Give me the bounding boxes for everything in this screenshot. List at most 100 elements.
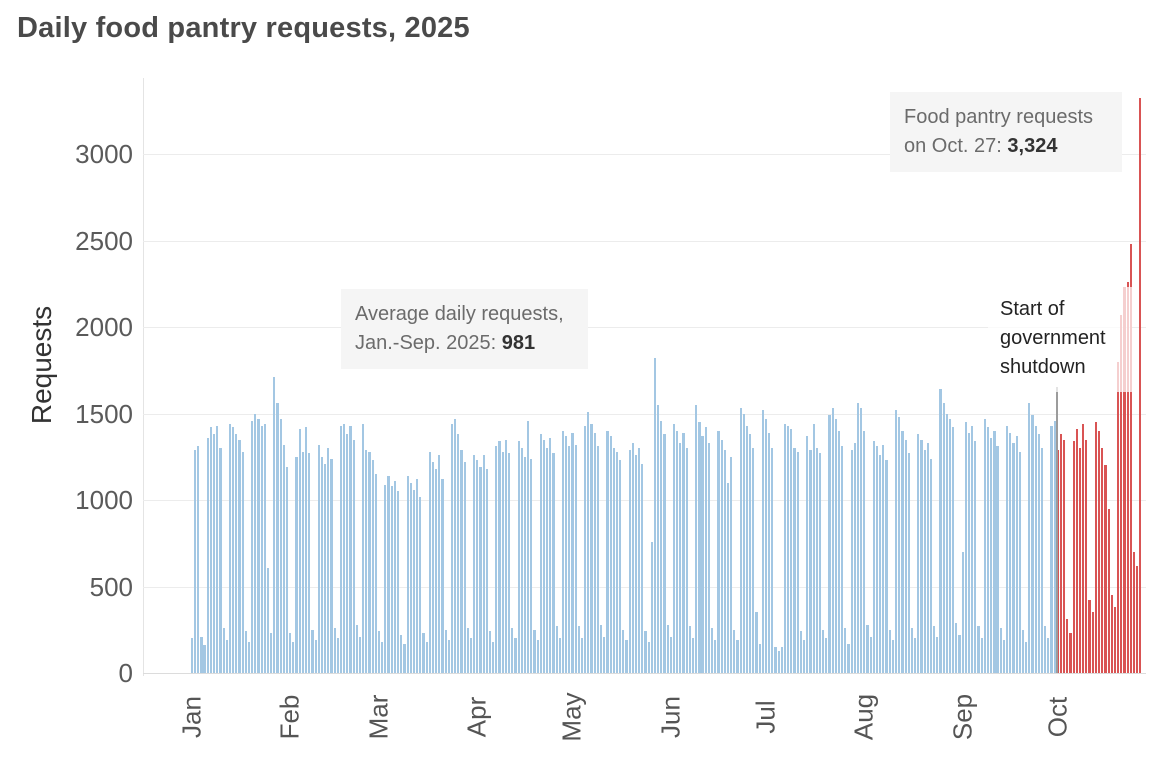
bar[interactable]: [355, 624, 358, 673]
bar[interactable]: [1015, 436, 1018, 673]
bar[interactable]: [815, 448, 818, 673]
bar[interactable]: [964, 422, 967, 673]
bar[interactable]: [745, 425, 749, 673]
bar[interactable]: [298, 429, 301, 673]
bar[interactable]: [853, 442, 856, 673]
bar[interactable]: [190, 638, 193, 673]
bar[interactable]: [523, 456, 527, 673]
bar[interactable]: [653, 358, 657, 673]
bar[interactable]: [1139, 98, 1142, 673]
bar[interactable]: [818, 453, 822, 673]
bar[interactable]: [923, 449, 926, 673]
bar[interactable]: [473, 455, 476, 673]
bar[interactable]: [647, 641, 650, 673]
bar[interactable]: [695, 404, 698, 673]
bar[interactable]: [209, 427, 213, 673]
bar[interactable]: [1091, 612, 1094, 673]
bar[interactable]: [200, 636, 203, 673]
bar[interactable]: [1050, 425, 1053, 673]
bar[interactable]: [251, 420, 254, 673]
bar[interactable]: [406, 475, 409, 673]
bar[interactable]: [676, 430, 679, 673]
bar[interactable]: [768, 432, 771, 673]
bar[interactable]: [891, 640, 894, 673]
bar[interactable]: [787, 425, 790, 673]
bar[interactable]: [476, 460, 479, 673]
bar[interactable]: [933, 626, 936, 673]
bar[interactable]: [365, 449, 368, 673]
bar[interactable]: [952, 427, 955, 673]
bar[interactable]: [266, 567, 270, 673]
bar[interactable]: [752, 448, 755, 673]
bar[interactable]: [1126, 282, 1129, 673]
bar[interactable]: [1132, 551, 1136, 673]
bar[interactable]: [514, 638, 517, 673]
bar[interactable]: [901, 430, 904, 673]
bar[interactable]: [875, 446, 879, 673]
bar[interactable]: [812, 423, 815, 673]
bar[interactable]: [1053, 420, 1056, 673]
bar[interactable]: [828, 415, 831, 673]
bar[interactable]: [301, 451, 304, 673]
bar[interactable]: [869, 636, 872, 673]
bar[interactable]: [216, 425, 219, 673]
bar[interactable]: [1088, 600, 1091, 673]
bar[interactable]: [974, 441, 977, 673]
bar[interactable]: [663, 434, 666, 673]
bar[interactable]: [247, 641, 251, 673]
bar[interactable]: [920, 439, 923, 673]
bar[interactable]: [431, 462, 435, 673]
bar[interactable]: [396, 491, 400, 673]
bar[interactable]: [574, 444, 577, 673]
bar[interactable]: [898, 417, 901, 673]
bar[interactable]: [336, 638, 339, 673]
bar[interactable]: [628, 449, 631, 673]
bar[interactable]: [384, 484, 387, 673]
bar[interactable]: [726, 482, 730, 673]
bar[interactable]: [907, 453, 910, 673]
bar[interactable]: [679, 442, 682, 673]
bar[interactable]: [936, 636, 939, 673]
bar[interactable]: [961, 551, 964, 673]
bar[interactable]: [825, 638, 828, 673]
bar[interactable]: [806, 436, 809, 673]
bar[interactable]: [568, 446, 571, 673]
bar[interactable]: [777, 650, 780, 673]
bar[interactable]: [492, 641, 495, 673]
bar[interactable]: [885, 460, 888, 673]
bar[interactable]: [720, 439, 723, 673]
bar[interactable]: [412, 489, 416, 673]
bar[interactable]: [295, 456, 298, 673]
bar[interactable]: [193, 449, 197, 673]
bar[interactable]: [1012, 442, 1015, 673]
bar[interactable]: [428, 451, 431, 673]
bar[interactable]: [634, 455, 638, 673]
bar[interactable]: [539, 434, 542, 673]
bar[interactable]: [1009, 432, 1012, 673]
bar[interactable]: [1123, 287, 1126, 673]
bar[interactable]: [565, 436, 568, 673]
bar[interactable]: [860, 408, 863, 673]
bar[interactable]: [419, 496, 422, 673]
bar[interactable]: [374, 474, 377, 673]
bar[interactable]: [561, 430, 565, 673]
bar[interactable]: [1059, 434, 1063, 673]
bar[interactable]: [479, 467, 482, 673]
bar[interactable]: [942, 403, 945, 673]
bar[interactable]: [400, 634, 403, 673]
bar[interactable]: [460, 449, 463, 673]
bar[interactable]: [939, 389, 942, 673]
bar[interactable]: [330, 458, 333, 673]
bar[interactable]: [657, 404, 660, 673]
bar[interactable]: [393, 481, 396, 673]
bar[interactable]: [1078, 448, 1082, 673]
bar[interactable]: [809, 449, 812, 673]
bar[interactable]: [742, 413, 745, 673]
bar[interactable]: [856, 403, 860, 673]
bar[interactable]: [1028, 403, 1031, 673]
bar[interactable]: [343, 423, 346, 673]
bar[interactable]: [197, 446, 200, 673]
bar[interactable]: [774, 647, 777, 673]
bar[interactable]: [1002, 640, 1006, 673]
bar[interactable]: [377, 631, 381, 673]
